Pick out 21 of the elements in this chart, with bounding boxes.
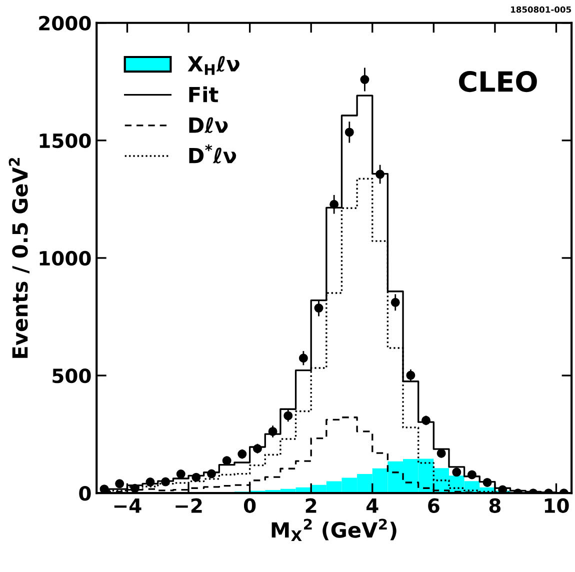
x-tick-label: 8 xyxy=(489,498,501,513)
legend-label: X$_{H}$ℓν xyxy=(188,56,240,75)
annotation: CLEO xyxy=(459,71,537,92)
legend-label: Fit xyxy=(189,86,218,102)
y-tick-label: 500 xyxy=(52,368,91,384)
legend-label: D$^{*}$ℓν xyxy=(189,144,236,164)
y-tick-label: 1500 xyxy=(40,133,91,148)
text: 1850801-005 xyxy=(511,6,571,13)
x-tick-label: 6 xyxy=(428,498,440,513)
y-tick-label: 1000 xyxy=(40,250,91,266)
x-axis-title: M$_{X}$$^{2}$ (GeV$^{2}$) xyxy=(272,518,396,541)
x-tick-label: 4 xyxy=(366,498,378,513)
x-tick-label: 10 xyxy=(544,498,569,513)
x-tick-label: −4 xyxy=(114,498,142,513)
x-tick-label: 2 xyxy=(306,498,316,513)
y-tick-label: 0 xyxy=(79,486,91,501)
y-axis-title: Events / 0.5 GeV$^{2}$ xyxy=(8,158,30,358)
x-tick-label: 0 xyxy=(244,498,256,513)
y-tick-label: 2000 xyxy=(39,16,91,31)
legend-label: Dℓν xyxy=(189,117,228,134)
x-tick-label: −2 xyxy=(176,498,202,513)
